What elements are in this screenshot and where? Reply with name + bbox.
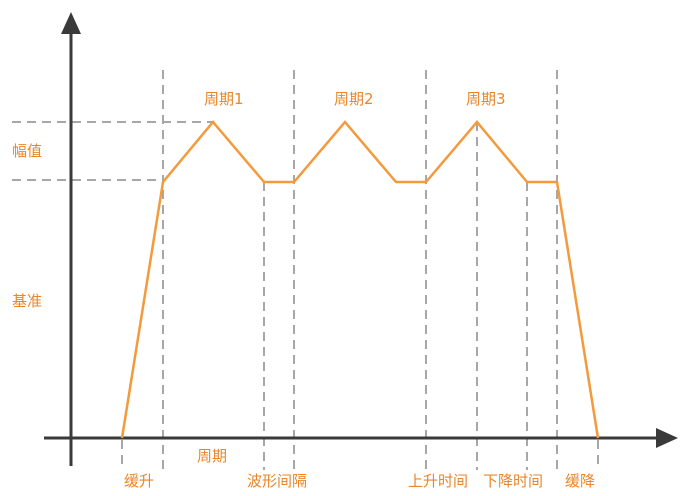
y-axis-arrow: [61, 12, 81, 34]
vertical-guides: [121, 70, 599, 470]
amplitude-label: 幅值: [12, 142, 42, 160]
wave-interval-label: 波形间隔: [247, 472, 307, 490]
period1-label: 周期1: [204, 90, 244, 108]
horizontal-guides: [12, 121, 212, 181]
rise-time-label: 上升时间: [408, 472, 468, 490]
labels: 幅值 基准 周期1 周期2 周期3 周期 缓升 波形间隔 上升时间 下降时间 缓…: [12, 90, 595, 490]
fall-time-label: 下降时间: [483, 472, 543, 490]
ramp-up-label: 缓升: [124, 472, 154, 490]
ramp-down-label: 缓降: [565, 472, 595, 490]
waveform-line: [120, 120, 600, 439]
period-label: 周期: [197, 447, 227, 465]
axes: [44, 12, 678, 466]
baseline-label: 基准: [12, 292, 42, 310]
period2-label: 周期2: [334, 90, 374, 108]
period3-label: 周期3: [466, 90, 506, 108]
x-axis-arrow: [656, 428, 678, 448]
